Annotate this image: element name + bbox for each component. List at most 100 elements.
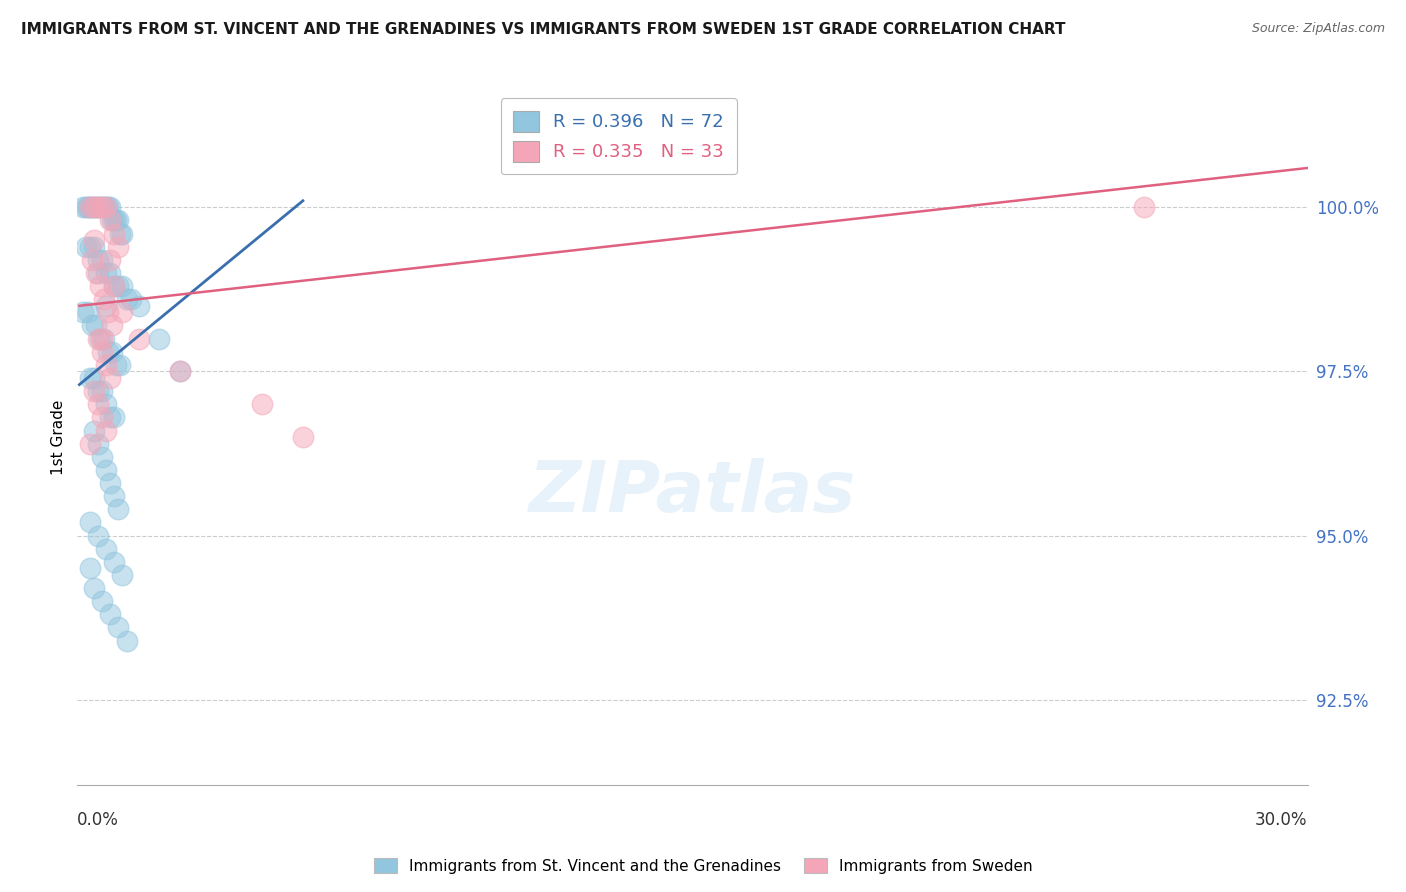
Text: ZIPatlas: ZIPatlas xyxy=(529,458,856,527)
Text: 30.0%: 30.0% xyxy=(1256,811,1308,829)
Point xyxy=(79,200,101,214)
Point xyxy=(107,213,129,227)
Point xyxy=(94,541,117,556)
Text: 0.0%: 0.0% xyxy=(77,811,120,829)
Y-axis label: 1st Grade: 1st Grade xyxy=(51,400,66,475)
Point xyxy=(90,594,114,608)
Point xyxy=(105,213,128,227)
Point xyxy=(101,344,124,359)
Point xyxy=(98,371,121,385)
Point xyxy=(89,200,111,214)
Point xyxy=(83,384,105,398)
Point xyxy=(79,436,101,450)
Point xyxy=(98,607,121,622)
Point xyxy=(87,200,110,214)
Point xyxy=(90,200,114,214)
Point xyxy=(120,292,142,306)
Point xyxy=(90,344,114,359)
Point xyxy=(79,371,101,385)
Point xyxy=(93,332,115,346)
Point xyxy=(90,450,114,464)
Point xyxy=(89,332,111,346)
Point xyxy=(103,555,125,569)
Point xyxy=(94,424,117,438)
Point xyxy=(94,200,117,214)
Point xyxy=(83,200,105,214)
Point xyxy=(169,364,191,378)
Point xyxy=(103,279,125,293)
Point xyxy=(90,332,114,346)
Text: Source: ZipAtlas.com: Source: ZipAtlas.com xyxy=(1251,22,1385,36)
Point xyxy=(84,200,107,214)
Legend: Immigrants from St. Vincent and the Grenadines, Immigrants from Sweden: Immigrants from St. Vincent and the Gren… xyxy=(367,852,1039,880)
Point xyxy=(76,200,98,214)
Point xyxy=(83,371,105,385)
Point xyxy=(107,502,129,516)
Point xyxy=(98,200,121,214)
Point xyxy=(111,305,134,319)
Point xyxy=(87,332,110,346)
Point xyxy=(90,384,114,398)
Point xyxy=(101,213,124,227)
Point xyxy=(87,528,110,542)
Point xyxy=(103,213,125,227)
Point xyxy=(75,240,97,254)
Point xyxy=(75,200,97,214)
Point xyxy=(98,213,121,227)
Point xyxy=(103,227,125,241)
Point xyxy=(87,200,110,214)
Point xyxy=(98,266,121,280)
Point xyxy=(80,200,103,214)
Point xyxy=(79,200,101,214)
Point xyxy=(169,364,191,378)
Point xyxy=(110,227,132,241)
Point xyxy=(107,240,129,254)
Point xyxy=(87,384,110,398)
Point xyxy=(93,200,115,214)
Point xyxy=(83,233,105,247)
Point xyxy=(72,305,94,319)
Point xyxy=(98,252,121,267)
Point xyxy=(291,430,314,444)
Point xyxy=(115,633,138,648)
Point xyxy=(1132,200,1154,214)
Point xyxy=(111,568,134,582)
Point xyxy=(250,397,273,411)
Point xyxy=(79,240,101,254)
Point xyxy=(90,410,114,425)
Point xyxy=(94,463,117,477)
Point xyxy=(83,581,105,595)
Point xyxy=(103,279,125,293)
Point xyxy=(79,561,101,575)
Point xyxy=(84,266,107,280)
Point xyxy=(80,318,103,333)
Point xyxy=(94,200,117,214)
Point xyxy=(128,332,150,346)
Point xyxy=(115,292,138,306)
Point xyxy=(87,252,110,267)
Point xyxy=(105,358,128,372)
Point xyxy=(72,200,94,214)
Point xyxy=(111,279,134,293)
Point xyxy=(79,516,101,530)
Point xyxy=(128,299,150,313)
Point xyxy=(94,397,117,411)
Point xyxy=(97,344,120,359)
Point xyxy=(90,200,114,214)
Point xyxy=(89,279,111,293)
Point xyxy=(94,358,117,372)
Point xyxy=(110,358,132,372)
Point xyxy=(98,476,121,491)
Point xyxy=(83,200,105,214)
Point xyxy=(80,252,103,267)
Point xyxy=(97,200,120,214)
Legend: R = 0.396   N = 72, R = 0.335   N = 33: R = 0.396 N = 72, R = 0.335 N = 33 xyxy=(501,98,737,174)
Point xyxy=(98,410,121,425)
Point xyxy=(148,332,170,346)
Point xyxy=(107,279,129,293)
Point xyxy=(101,318,124,333)
Point xyxy=(107,620,129,634)
Point xyxy=(94,299,117,313)
Text: IMMIGRANTS FROM ST. VINCENT AND THE GRENADINES VS IMMIGRANTS FROM SWEDEN 1ST GRA: IMMIGRANTS FROM ST. VINCENT AND THE GREN… xyxy=(21,22,1066,37)
Point xyxy=(93,292,115,306)
